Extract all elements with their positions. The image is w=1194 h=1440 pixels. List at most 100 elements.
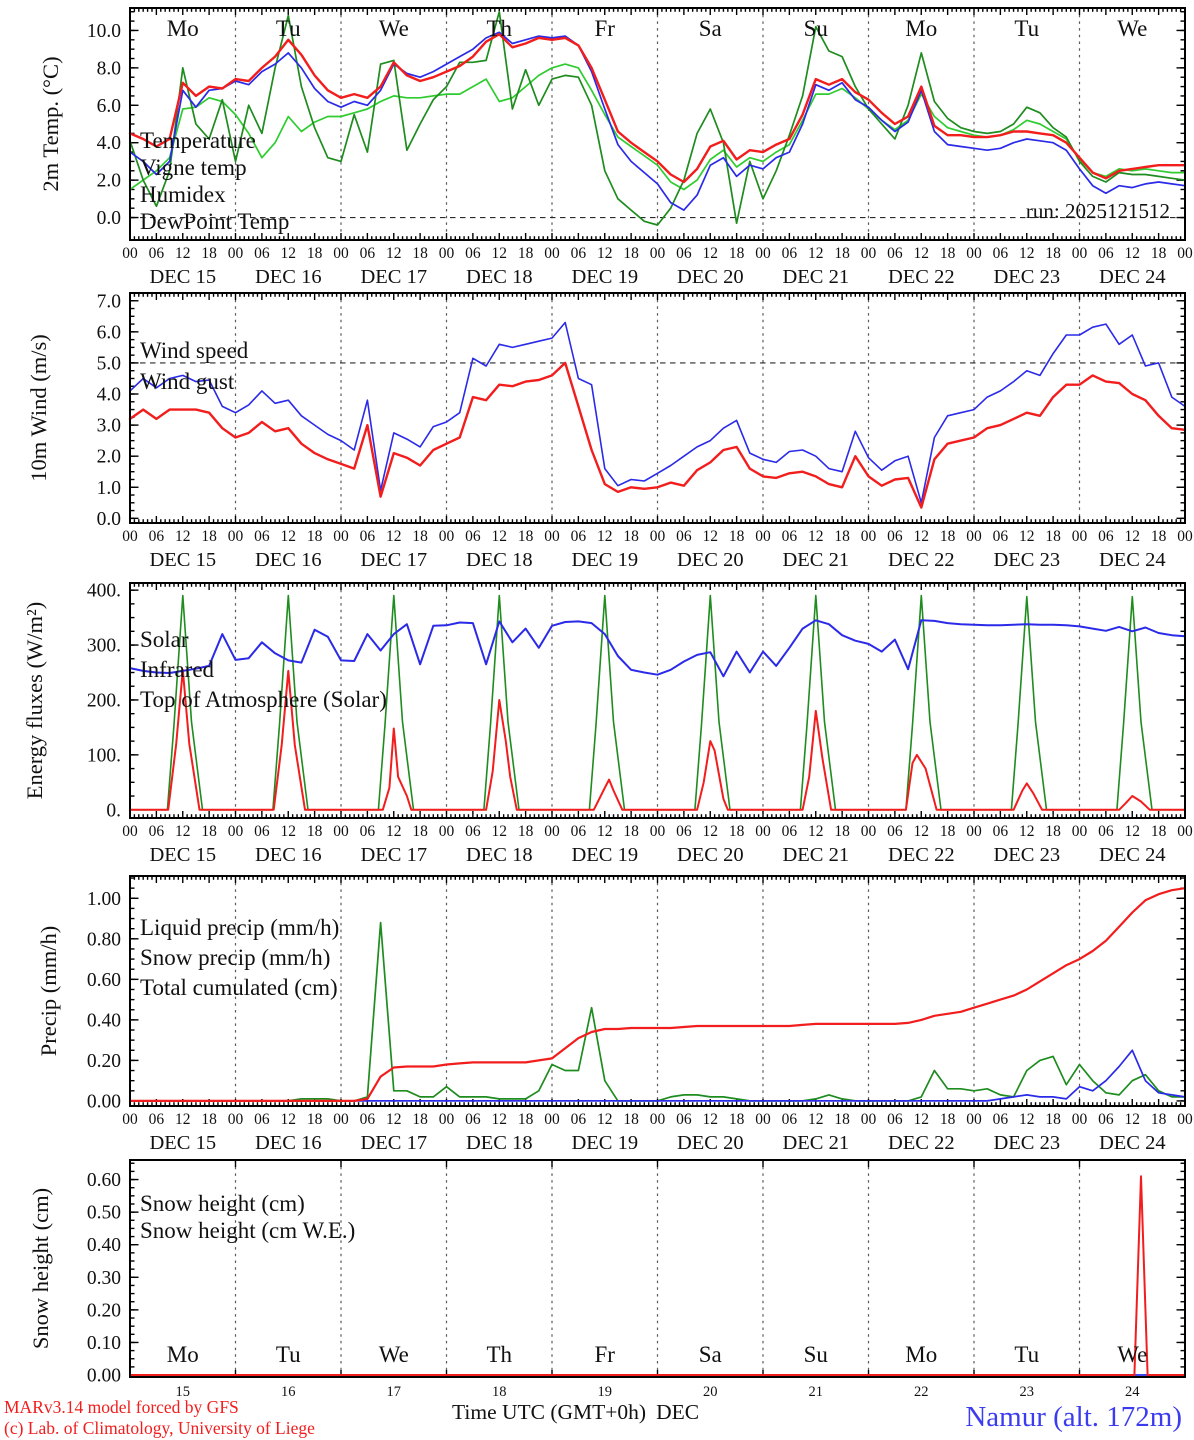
hour-tick-label: 00: [966, 245, 982, 262]
hour-tick-label: 18: [1151, 528, 1167, 545]
hour-tick-label: 00: [122, 528, 138, 545]
date-label: DEC 15: [149, 266, 216, 288]
hour-tick-label: 06: [782, 1111, 798, 1128]
series-dewpoint-temp: [129, 63, 1186, 191]
time-axis-title: Time UTC (GMT+0h) DEC: [452, 1400, 699, 1425]
hour-tick-label: 12: [175, 528, 191, 545]
hour-tick-label: 00: [755, 245, 771, 262]
day-name-label: Fr: [595, 16, 616, 41]
hour-tick-label: 12: [703, 823, 719, 840]
date-label: DEC 20: [677, 844, 744, 866]
series-humidex: [129, 31, 1186, 211]
hour-tick-label: 00: [228, 245, 244, 262]
run-timestamp-label: run: 2025121512: [1025, 199, 1170, 223]
day-number-label: 20: [703, 1384, 718, 1400]
hour-tick-label: 00: [861, 1111, 877, 1128]
legend-item: Humidex: [140, 182, 226, 207]
hour-tick-label: 18: [1045, 528, 1061, 545]
date-label: DEC 15: [149, 1132, 216, 1154]
y-tick-label: 7.0: [97, 291, 121, 312]
hour-tick-label: 18: [412, 823, 428, 840]
hour-tick-label: 06: [1098, 245, 1114, 262]
y-tick-label: 8.0: [97, 58, 121, 79]
date-label: DEC 18: [466, 844, 533, 866]
legend-item: Temperature: [140, 128, 256, 153]
hour-tick-label: 00: [439, 1111, 455, 1128]
hour-tick-label: 06: [1098, 823, 1114, 840]
series-temperature: [128, 33, 1187, 184]
hour-tick-label: 00: [1177, 245, 1193, 262]
y-tick-label: 200.: [87, 690, 121, 711]
day-number-label: 22: [914, 1384, 929, 1400]
hour-tick-label: 00: [966, 823, 982, 840]
date-label: DEC 24: [1099, 844, 1166, 866]
date-label: DEC 21: [782, 266, 849, 288]
hour-tick-label: 00: [122, 245, 138, 262]
hour-tick-label: 18: [412, 528, 428, 545]
day-name-label: Fr: [595, 1342, 616, 1367]
hour-tick-label: 00: [333, 1111, 349, 1128]
hour-tick-label: 18: [729, 245, 745, 262]
date-label: DEC 18: [466, 266, 533, 288]
hour-tick-label: 06: [571, 1111, 587, 1128]
y-tick-label: 0.30: [87, 1268, 121, 1289]
hour-tick-label: 00: [650, 1111, 666, 1128]
date-label: DEC 23: [993, 844, 1060, 866]
hour-tick-label: 12: [1125, 245, 1141, 262]
hour-tick-label: 06: [993, 823, 1009, 840]
day-name-label: Tu: [276, 16, 301, 41]
hour-tick-label: 00: [755, 528, 771, 545]
y-tick-label: 300.: [87, 636, 121, 657]
y-tick-label: 3.0: [97, 416, 121, 437]
panel-y-axis-title: Energy fluxes (W/m²): [22, 602, 47, 800]
hour-tick-label: 12: [597, 1111, 613, 1128]
hour-tick-label: 12: [281, 528, 297, 545]
hour-tick-label: 06: [571, 245, 587, 262]
hour-tick-label: 12: [492, 245, 508, 262]
date-label: DEC 23: [993, 266, 1060, 288]
hour-tick-label: 06: [254, 245, 270, 262]
date-label: DEC 21: [782, 1132, 849, 1154]
series-solar: [129, 668, 1186, 811]
y-tick-label: 0.50: [87, 1203, 121, 1224]
date-label: DEC 20: [677, 1132, 744, 1154]
hour-tick-label: 12: [703, 1111, 719, 1128]
hour-tick-label: 18: [307, 528, 323, 545]
hour-tick-label: 18: [940, 245, 956, 262]
hour-tick-label: 00: [333, 528, 349, 545]
hour-tick-label: 18: [201, 823, 217, 840]
legend-item: Snow precip (mm/h): [140, 945, 330, 970]
hour-tick-label: 06: [465, 528, 481, 545]
hour-tick-label: 00: [861, 823, 877, 840]
day-number-label: 21: [809, 1384, 824, 1400]
hour-tick-label: 12: [703, 245, 719, 262]
date-label: DEC 22: [888, 1132, 955, 1154]
day-number-label: 19: [598, 1384, 613, 1400]
hour-tick-label: 18: [307, 823, 323, 840]
y-tick-label: 1.00: [87, 889, 121, 910]
y-tick-label: 0.00: [87, 1091, 121, 1112]
panel-energy-fluxes: 0. 100. 200. 300. 400. Solar Infrared Top of At…: [22, 581, 1193, 866]
hour-tick-label: 06: [360, 528, 376, 545]
day-name-label: Tu: [1014, 1342, 1039, 1367]
date-label: DEC 18: [466, 549, 533, 571]
hour-tick-label: 12: [914, 823, 930, 840]
date-label: DEC 21: [782, 844, 849, 866]
hour-tick-label: 06: [782, 528, 798, 545]
y-tick-label: 0.60: [87, 1170, 121, 1191]
hour-tick-label: 00: [1072, 528, 1088, 545]
series-wind-gust: [129, 321, 1186, 504]
date-label: DEC 16: [255, 266, 322, 288]
y-tick-label: 0.00: [87, 1366, 121, 1387]
hour-tick-label: 18: [1151, 823, 1167, 840]
hour-tick-label: 18: [940, 823, 956, 840]
hour-tick-label: 00: [966, 528, 982, 545]
hour-tick-label: 12: [175, 245, 191, 262]
date-label: DEC 19: [571, 549, 638, 571]
hour-tick-label: 06: [571, 823, 587, 840]
plot-frame: [129, 292, 1186, 524]
day-name-label: Tu: [1014, 16, 1039, 41]
hour-tick-label: 00: [1177, 528, 1193, 545]
y-tick-label: 0.80: [87, 929, 121, 950]
hour-tick-label: 00: [439, 245, 455, 262]
